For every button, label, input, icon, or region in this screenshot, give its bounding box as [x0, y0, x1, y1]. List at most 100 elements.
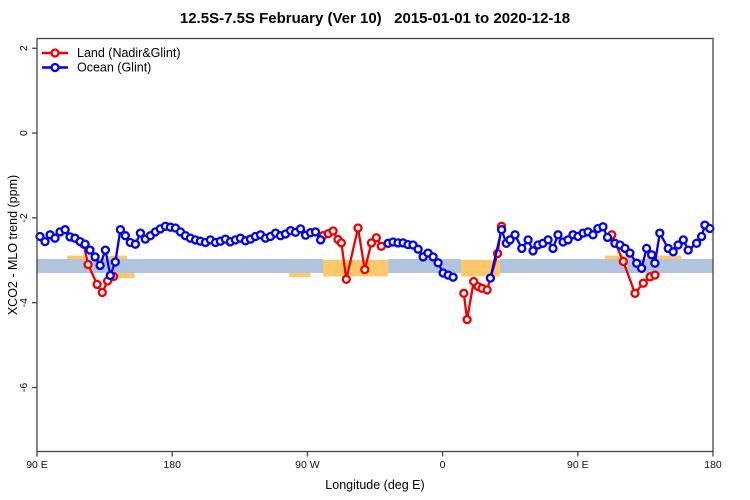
data-point: [462, 314, 472, 325]
data-point: [683, 245, 693, 255]
y-tick-label: -6: [18, 383, 30, 392]
x-tick-label: 180: [704, 459, 722, 471]
data-point: [630, 288, 640, 298]
y-tick-label: 0: [18, 130, 30, 136]
x-axis-label: Longitude (deg E): [325, 478, 425, 492]
data-point: [563, 235, 573, 245]
chart-title: 12.5S-7.5S February (Ver 10) 2015-01-01 …: [179, 10, 571, 27]
data-point: [678, 235, 688, 245]
data-point: [80, 239, 90, 249]
data-point: [517, 243, 527, 254]
data-point: [548, 243, 558, 254]
data-point: [428, 252, 438, 262]
band-rect: [107, 255, 128, 259]
data-point: [90, 252, 100, 262]
y-tick-label: -2: [18, 213, 30, 222]
legend-label: Land (Nadir&Glint): [77, 46, 181, 60]
x-tick-label: 90 W: [295, 459, 320, 471]
band-rect: [323, 259, 389, 277]
data-point: [83, 259, 93, 270]
data-point: [40, 236, 50, 247]
data-point: [85, 245, 95, 255]
data-point: [60, 225, 70, 235]
data-point: [315, 235, 326, 245]
band-rect: [289, 272, 311, 278]
x-axis: 90 E 180 90 W 0 90 E 180: [26, 451, 722, 471]
y-tick-label: 2: [18, 45, 30, 51]
data-point: [505, 235, 515, 245]
data-point: [95, 260, 105, 271]
data-point: [448, 272, 458, 282]
data-point: [115, 225, 126, 235]
data-point: [543, 235, 553, 245]
data-point: [553, 230, 563, 240]
y-axis: 2 0 -2 -4 -6: [18, 45, 37, 392]
data-point: [110, 257, 120, 267]
data-point: [413, 244, 423, 254]
band-rect: [118, 272, 135, 279]
data-point: [638, 278, 648, 288]
band-rect: [461, 259, 500, 277]
data-point: [120, 231, 130, 241]
band-rect: [604, 255, 632, 259]
data-point: [360, 264, 370, 275]
data-point: [696, 231, 707, 242]
data-point: [433, 258, 443, 268]
data-point: [482, 285, 492, 295]
data-point: [135, 228, 146, 238]
x-tick-label: 90 E: [26, 459, 48, 471]
data-point: [655, 228, 665, 238]
data-point: [598, 222, 608, 232]
legend: Land (Nadir&Glint)Ocean (Glint): [42, 46, 181, 75]
band-rect: [67, 255, 86, 259]
data-point: [523, 235, 533, 245]
data-point: [510, 230, 520, 240]
data-point: [588, 230, 598, 240]
band-rect: [646, 255, 682, 259]
data-point: [336, 238, 347, 248]
y-tick-label: -4: [18, 298, 30, 307]
data-point: [668, 247, 678, 257]
data-point: [646, 250, 657, 260]
data-point: [366, 238, 377, 248]
data-point: [105, 270, 115, 281]
data-point: [691, 238, 702, 248]
data-point: [641, 243, 652, 254]
data-point: [636, 263, 647, 273]
series-ocean: [35, 220, 715, 283]
data-point: [97, 287, 107, 298]
data-point: [650, 258, 660, 268]
data-point: [705, 223, 715, 234]
data-point: [673, 240, 683, 250]
legend-label: Ocean (Glint): [77, 61, 151, 75]
data-point: [485, 273, 496, 283]
data-point: [459, 288, 469, 298]
x-tick-label: 180: [163, 459, 181, 471]
legend-marker: [50, 48, 60, 58]
data-point: [310, 227, 321, 237]
data-point: [50, 233, 60, 243]
data-point: [496, 225, 507, 235]
data-point: [528, 246, 538, 256]
legend-marker: [50, 62, 60, 73]
data-point: [328, 226, 338, 236]
band-rect: [37, 258, 324, 273]
data-point: [130, 239, 141, 249]
data-point: [295, 224, 306, 234]
data-point: [341, 274, 351, 284]
data-point: [650, 270, 660, 280]
data-point: [625, 248, 635, 258]
data-point: [371, 233, 382, 243]
plot-border: [36, 37, 714, 453]
data-point: [100, 245, 111, 255]
x-tick-label: 90 E: [567, 459, 589, 471]
x-tick-label: 0: [440, 459, 446, 471]
data-point: [602, 232, 613, 243]
highlight-band: [67, 255, 682, 279]
data-point: [618, 256, 628, 267]
data-point: [92, 279, 102, 290]
data-point: [353, 223, 363, 233]
band-rect: [499, 258, 713, 273]
